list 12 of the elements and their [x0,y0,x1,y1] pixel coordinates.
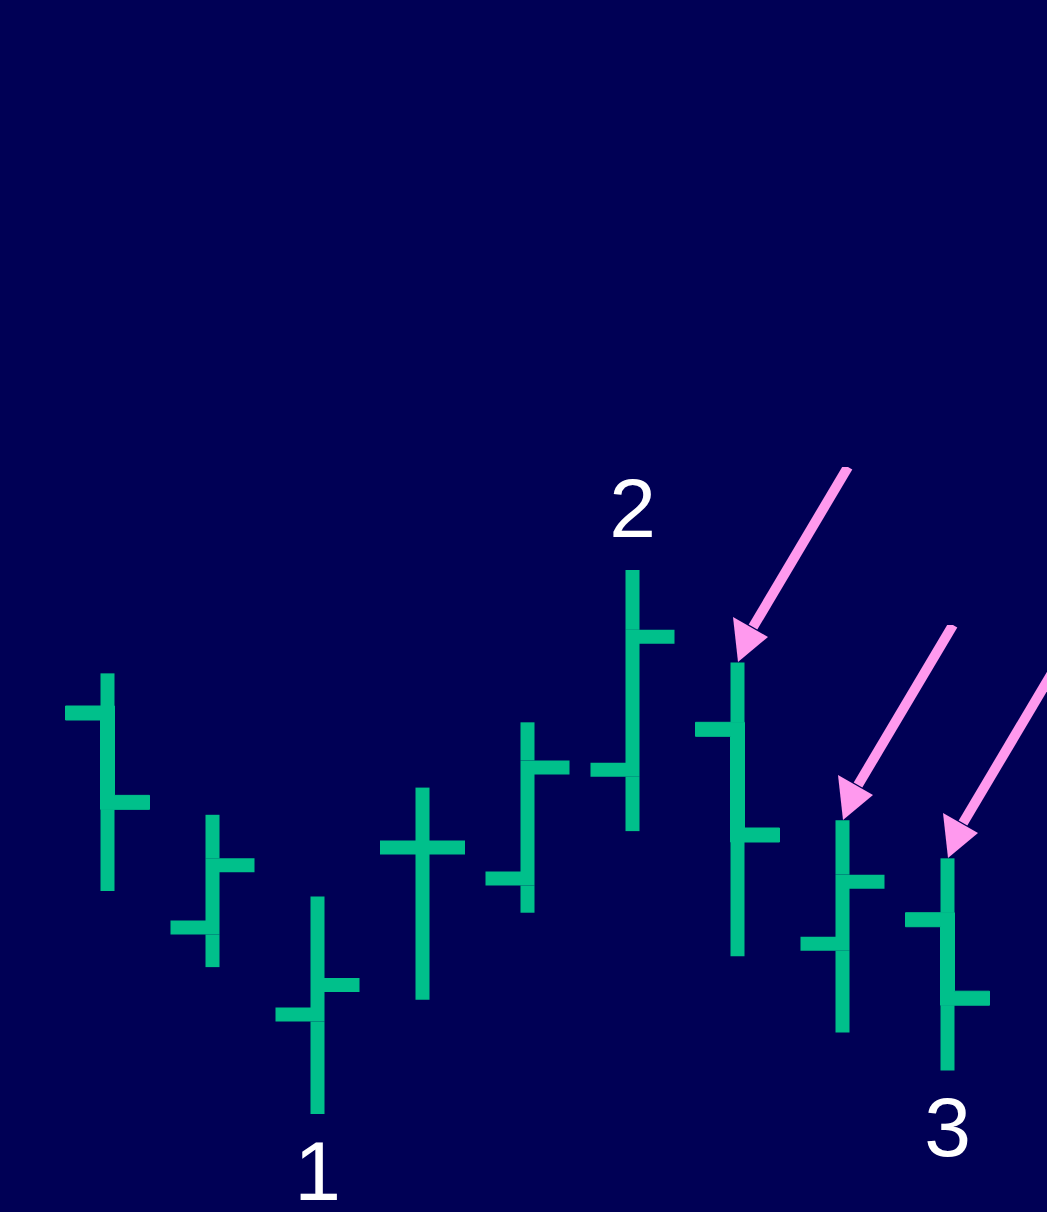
candlestick [695,662,780,957]
candlestick [590,570,675,832]
annotation: 1 [294,1124,341,1212]
candlestick [380,787,465,1000]
annotation: 3 [924,1080,971,1175]
candlestick [905,858,990,1071]
candlestick [65,673,150,891]
candlestick [800,820,885,1033]
candlestick [170,814,255,968]
candlestick [275,896,360,1114]
candlestick [485,722,570,913]
annotation: 2 [609,461,656,555]
